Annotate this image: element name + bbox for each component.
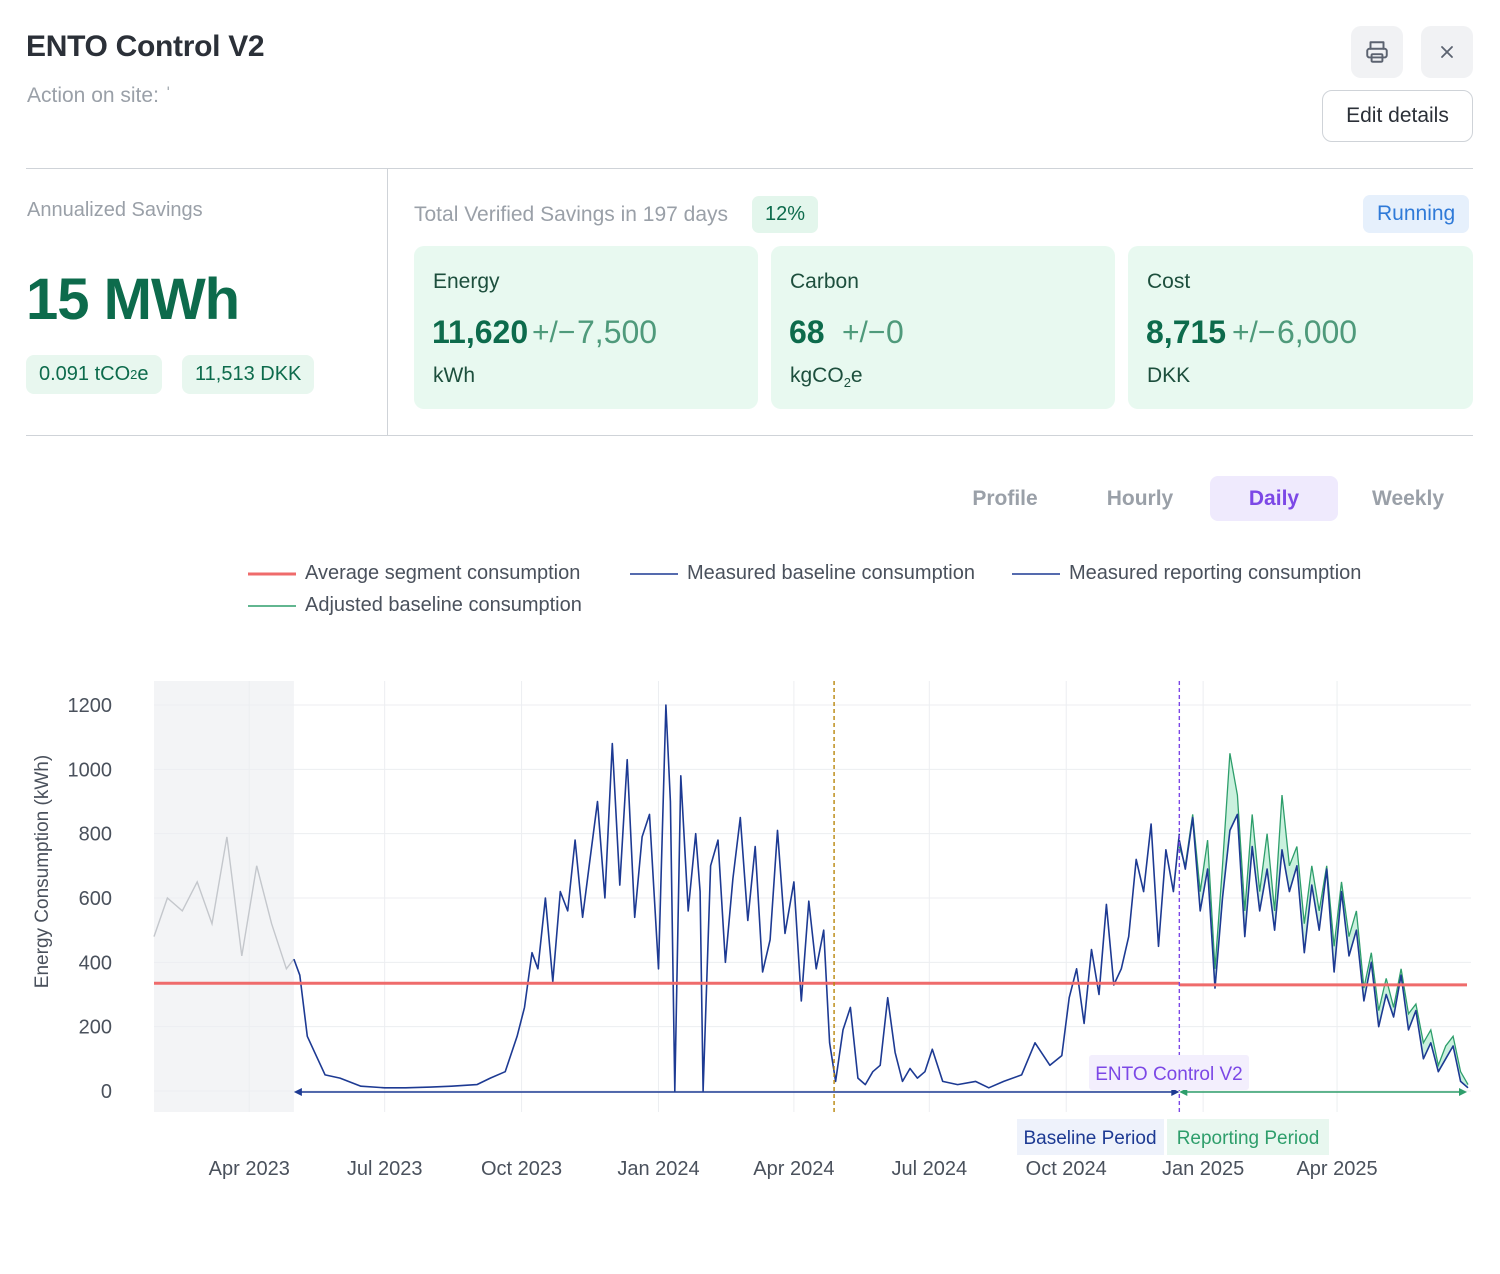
y-tick-label: 1200 [68, 695, 113, 717]
arrow-head [1459, 1088, 1467, 1096]
tab-hourly[interactable]: Hourly [1106, 486, 1174, 510]
savings-area [1179, 753, 1468, 1088]
x-tick-label: Jan 2025 [1162, 1158, 1244, 1180]
page-title: ENTO Control V2 [26, 30, 265, 63]
arrow-head [293, 1088, 302, 1096]
close-icon [1441, 46, 1453, 58]
carbon-card-tolerance: 0 [886, 314, 904, 350]
status-badge: Running [1363, 195, 1470, 233]
x-tick-label: Jul 2024 [892, 1158, 968, 1180]
energy-card-unit: kWh [433, 364, 475, 387]
x-tick-label: Apr 2024 [753, 1158, 834, 1180]
tab-profile[interactable]: Profile [972, 486, 1038, 510]
divider [26, 168, 1473, 169]
y-tick-label: 600 [79, 888, 112, 910]
legend-label-reporting: Measured reporting consumption [1069, 562, 1362, 584]
y-tick-label: 400 [79, 952, 112, 974]
legend-swatch-average [248, 572, 296, 575]
plus-minus-icon: +/− [532, 316, 576, 349]
carbon-unit-prefix: kgCO [790, 364, 844, 387]
cost-card-unit: DKK [1147, 364, 1191, 387]
baseline-period-label-box [1017, 1119, 1164, 1155]
series-line-measured-baseline [293, 704, 1181, 1092]
excluded-consumption-line [153, 836, 295, 971]
y-tick-label: 1000 [68, 759, 113, 781]
energy-card-value: 11,620 [432, 314, 529, 350]
excluded-period-shading [154, 681, 294, 1112]
print-button[interactable] [1351, 26, 1403, 78]
energy-card: Energy 11,620 +/− 7,500 kWh [414, 246, 758, 409]
energy-card-tolerance: 7,500 [577, 314, 658, 350]
carbon-savings-sub: 2 [130, 367, 138, 382]
legend-item-baseline[interactable]: Measured baseline consumption [630, 562, 975, 585]
tab-daily[interactable]: Daily [1210, 476, 1338, 521]
action-label: ENTO Control V2 [1095, 1064, 1242, 1085]
legend-label-adjusted: Adjusted baseline consumption [305, 594, 582, 616]
x-tick-label: Apr 2023 [209, 1158, 290, 1180]
x-tick-label: Apr 2025 [1296, 1158, 1377, 1180]
divider [387, 169, 388, 435]
reporting-period-label: Reporting Period [1177, 1128, 1320, 1149]
tab-weekly[interactable]: Weekly [1372, 486, 1444, 510]
y-tick-label: 200 [79, 1017, 112, 1039]
edit-details-button[interactable]: Edit details [1322, 90, 1473, 142]
action-label-box [1089, 1055, 1249, 1090]
verified-savings-label: Total Verified Savings in 197 days [414, 203, 729, 226]
legend-item-reporting[interactable]: Measured reporting consumption [1012, 562, 1361, 585]
reporting-period-label-box [1167, 1119, 1329, 1155]
carbon-card-unit: kgCO2e [790, 364, 863, 390]
baseline-period-label: Baseline Period [1023, 1128, 1156, 1149]
carbon-savings-suffix: e [137, 363, 149, 385]
carbon-savings-chip: 0.091 tCO 2 e [26, 355, 162, 394]
legend-swatch-baseline [630, 572, 678, 575]
plus-minus-icon: +/− [842, 316, 886, 349]
series-line-measured-reporting [1178, 813, 1469, 1089]
y-axis-title: Energy Consumption (kWh) [32, 755, 53, 988]
divider [26, 435, 1473, 436]
cost-card-tolerance: 6,000 [1277, 314, 1358, 350]
cost-card-title: Cost [1147, 270, 1191, 293]
cost-savings-chip: 11,513 DKK [182, 355, 315, 394]
carbon-card-title: Carbon [790, 270, 859, 293]
annualized-savings-label: Annualized Savings [27, 199, 203, 221]
annualized-savings-value: 15 MWh [26, 267, 240, 332]
legend-label-baseline: Measured baseline consumption [687, 562, 975, 584]
legend-swatch-adjusted [248, 604, 296, 607]
energy-card-title: Energy [433, 270, 500, 293]
carbon-savings-prefix: 0.091 tCO [39, 363, 131, 385]
consumption-chart[interactable]: 0 200 400 600 800 1000 1200 Apr 2023 Jul 2023 Oct… [0, 640, 1500, 1200]
cost-card-value: 8,715 [1146, 314, 1227, 350]
carbon-unit-sub: 2 [843, 375, 851, 391]
legend-item-average[interactable]: Average segment consumption [248, 562, 580, 585]
y-tick-label: 800 [79, 824, 112, 846]
carbon-card-value: 68 [789, 314, 825, 350]
site-subtitle: Action on site: ˈ [27, 84, 172, 107]
legend-label-average: Average segment consumption [305, 562, 581, 584]
close-button[interactable] [1421, 26, 1473, 78]
y-tick-label: 0 [101, 1081, 112, 1103]
carbon-card: Carbon 68 +/− 0 kgCO2e [771, 246, 1115, 409]
x-tick-label: Oct 2023 [481, 1158, 562, 1180]
x-tick-label: Oct 2024 [1026, 1158, 1107, 1180]
cost-card: Cost 8,715 +/− 6,000 DKK [1128, 246, 1473, 409]
savings-percent-badge: 12% [752, 196, 819, 233]
carbon-unit-suffix: e [850, 364, 863, 387]
legend-swatch-reporting [1012, 572, 1060, 575]
legend-item-adjusted[interactable]: Adjusted baseline consumption [248, 594, 582, 617]
plus-minus-icon: +/− [1232, 316, 1276, 349]
series-line-adjusted-baseline [1178, 753, 1469, 1085]
x-tick-label: Jul 2023 [347, 1158, 423, 1180]
x-tick-label: Jan 2024 [617, 1158, 699, 1180]
printer-icon [1366, 41, 1388, 63]
